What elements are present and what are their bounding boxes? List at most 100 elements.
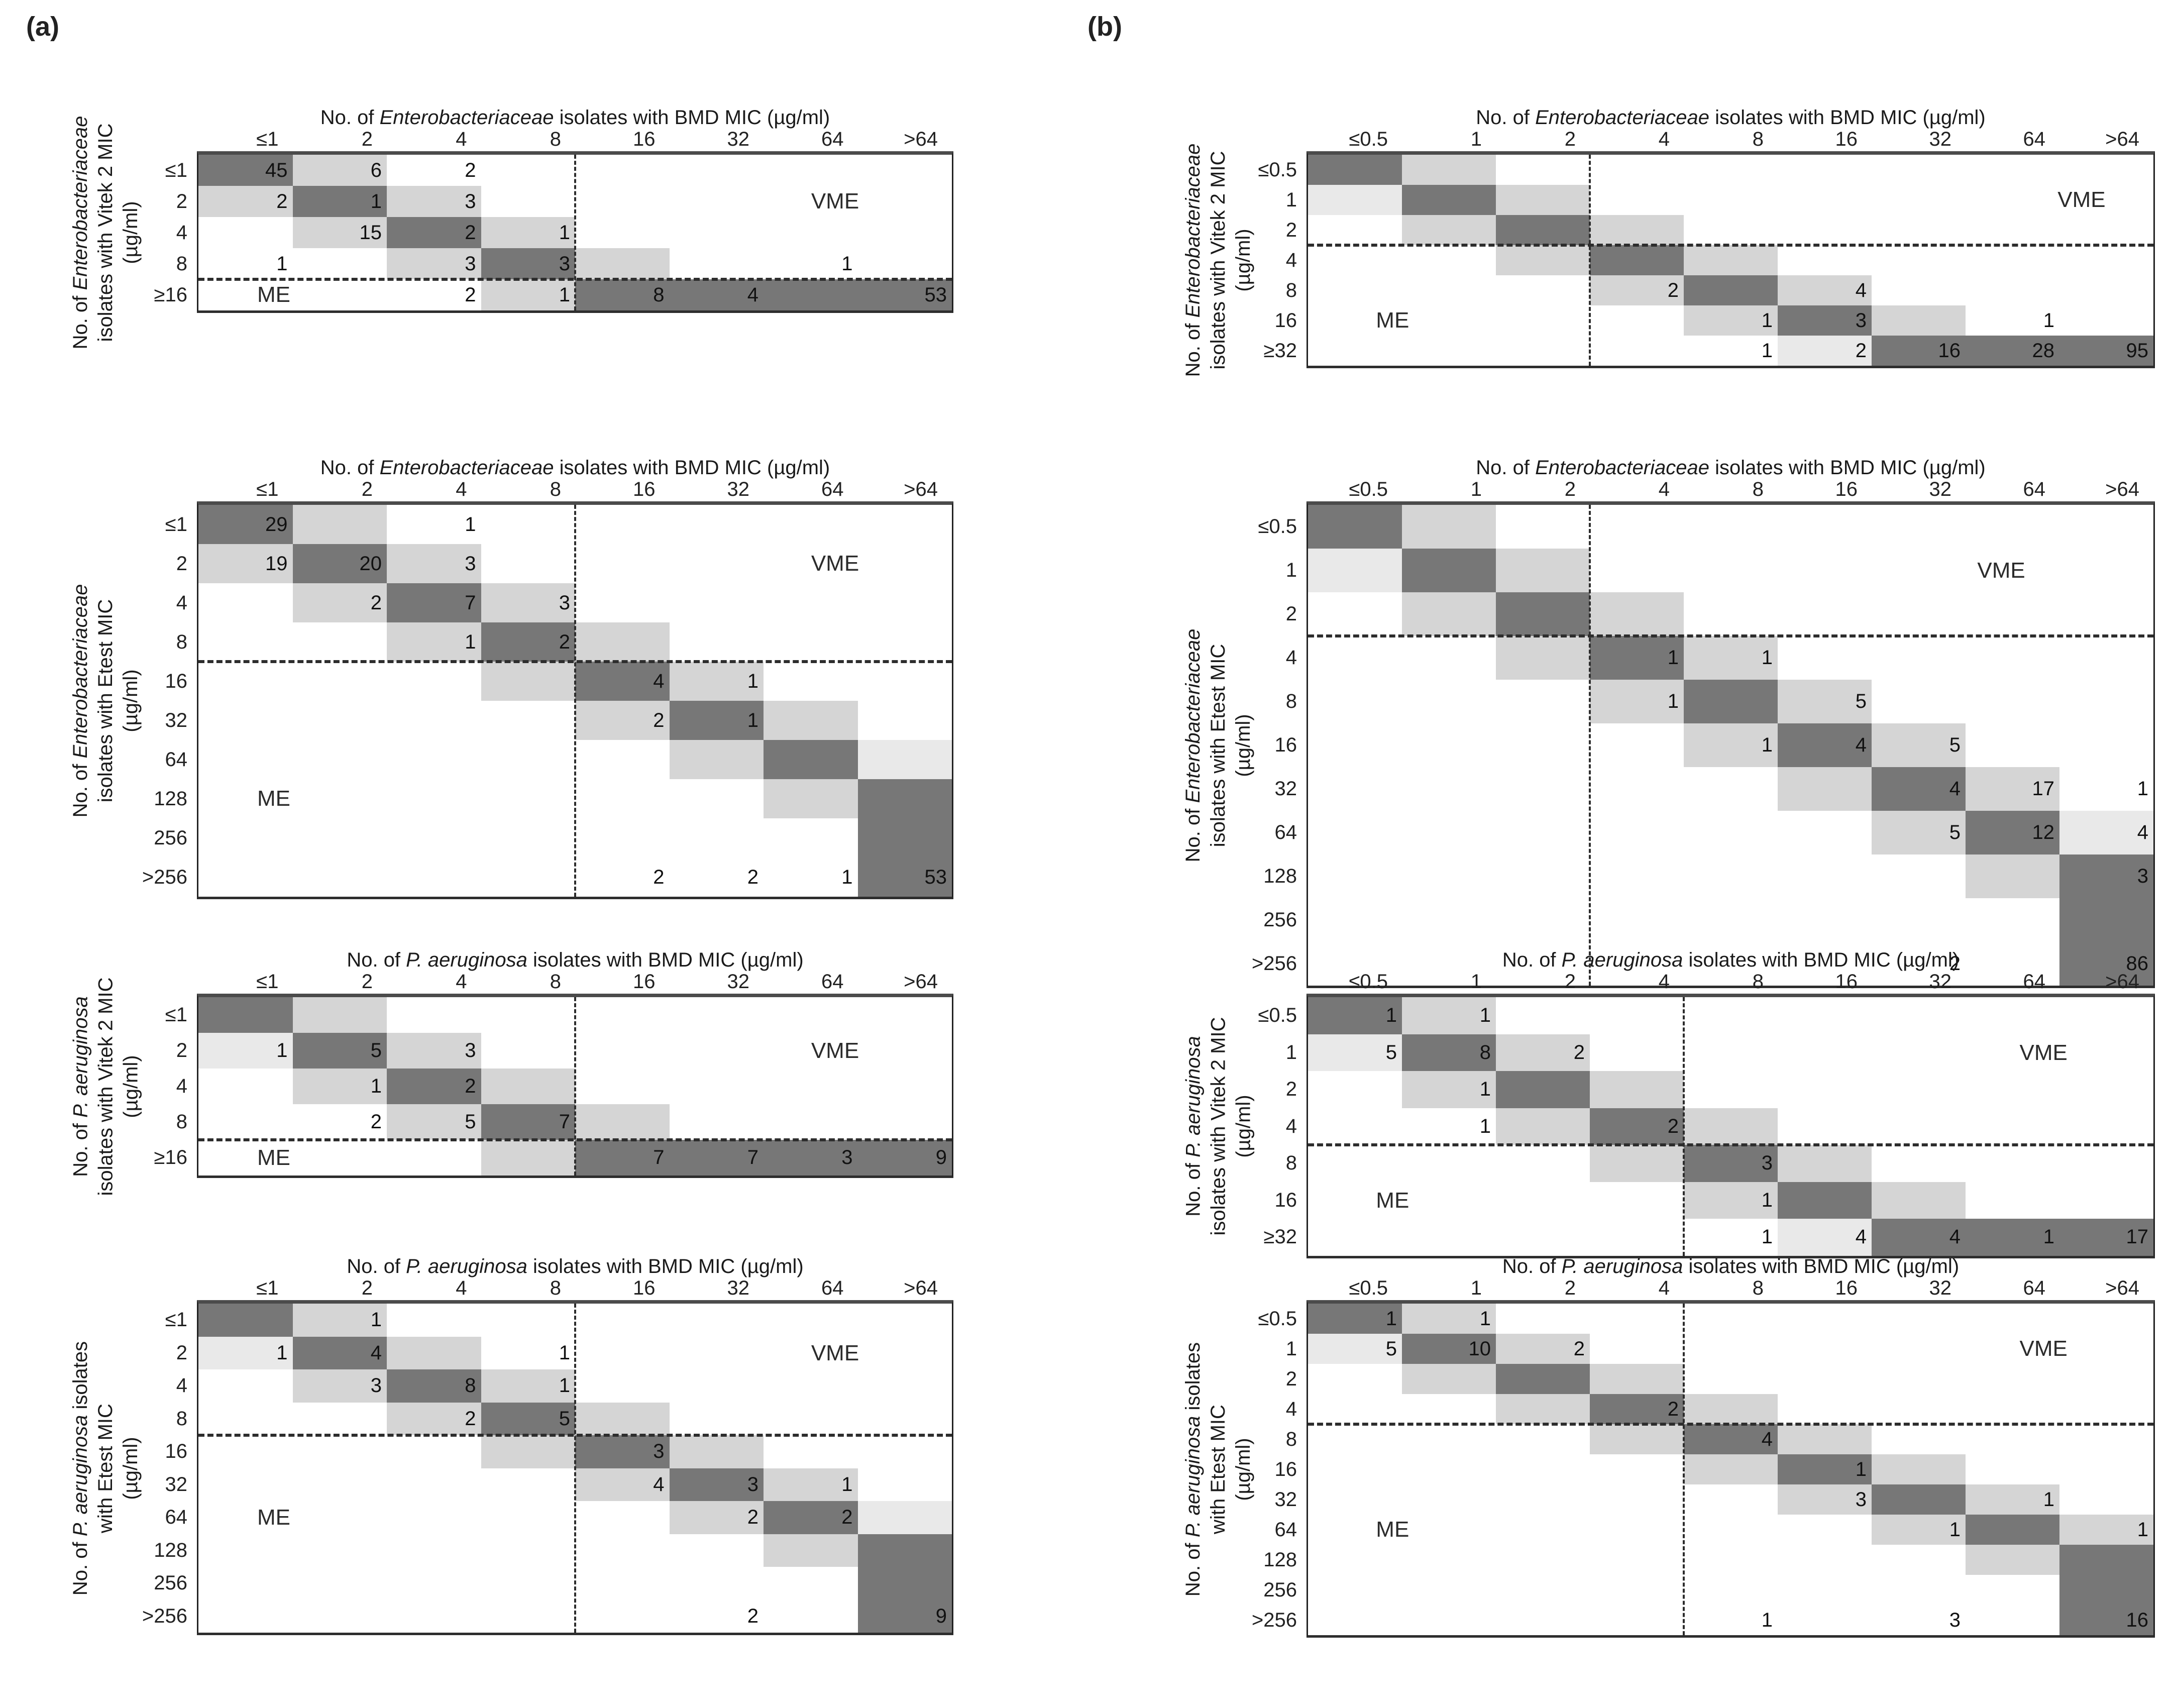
a2-cell-128-64: [764, 779, 858, 818]
b1-title: No. of Enterobacteriaceae isolates with …: [1308, 104, 2153, 131]
b2-col-label-64: 64: [2023, 478, 2046, 500]
b2-cell-16->64: [2059, 723, 2153, 767]
b3-col-label-1: 1: [1470, 971, 1482, 993]
b2-cell-value-16-32: 5: [1949, 734, 1961, 756]
b1-cell-8->64: [2059, 275, 2153, 305]
b3-cell-≥32-64: 1: [1966, 1219, 2059, 1256]
a3-cell-≥16->64: 9: [857, 1140, 952, 1176]
b2-ylabel-pre-0: No. of: [1182, 803, 1204, 862]
b1-cell-8-≤0.5: [1308, 275, 1402, 305]
a4-cell-256-≤1: [198, 1567, 293, 1600]
a4-cell-value-8-8: 5: [559, 1407, 570, 1430]
b2-cell-value-128->64: 3: [2137, 865, 2148, 887]
b3-cell-value-1-1: 8: [1479, 1041, 1491, 1063]
a2-row-label-4: 4: [176, 592, 187, 614]
b4-cell-4->64: [2059, 1394, 2153, 1424]
b4-cell-64-16: [1778, 1515, 1872, 1545]
b4-row-label-16: 16: [1274, 1458, 1297, 1480]
b2-cell-4->64: [2059, 636, 2153, 680]
a4-cell-16-≤1: [198, 1435, 293, 1468]
b2-cell-256->64: [2059, 898, 2153, 942]
b4-title-post: isolates with BMD MIC (µg/ml): [1683, 1255, 1960, 1277]
a3-cell-8-≤1: [198, 1104, 293, 1140]
b2-cell-value-4-4: 1: [1667, 647, 1679, 669]
a1-cell-≤1-2: 6: [292, 155, 387, 186]
b1-cell-value-≥32->64: 95: [2126, 340, 2149, 362]
b2-cell-value-32-32: 4: [1949, 778, 1961, 800]
b3-cell-2-16: [1778, 1071, 1872, 1108]
b1-cell-value-≥32-8: 1: [1761, 340, 1773, 362]
b2-cell-≤0.5->64: [2059, 505, 2153, 549]
a2-cell-≤1-64: [764, 505, 858, 544]
a3-cell-4-2: 1: [292, 1069, 387, 1104]
a2-cell-256->64: [857, 818, 952, 858]
a2-cell->256-32: 2: [670, 858, 764, 897]
b4-table: 1 1 5 10 2 2 4 1 3 1 1 1 1 3 16: [1307, 1300, 2155, 1638]
a3-cell-≤1->64: [858, 997, 952, 1033]
a4-cell-value-64-32: 2: [747, 1506, 758, 1528]
b3-col-label-8: 8: [1752, 971, 1764, 993]
b3-cell-4-32: [1872, 1108, 1966, 1145]
b2-cell-4-4: 1: [1590, 636, 1684, 680]
b1-col-label-≤0.5: ≤0.5: [1349, 128, 1388, 150]
b2-cell-4-64: [1966, 636, 2059, 680]
b2-col-label-4: 4: [1658, 478, 1670, 500]
a4-cell-value-≤1-2: 1: [370, 1309, 382, 1331]
b1-cell-16-16: 3: [1778, 305, 1872, 336]
a2-cell-value->256-32: 2: [747, 866, 758, 888]
b2-cell-16-1: [1402, 723, 1496, 767]
b4-cell-4-1: [1402, 1394, 1496, 1424]
b1-row-label-1: 1: [1285, 189, 1297, 211]
a2-cell-value-32-16: 2: [653, 709, 665, 731]
a4-cell-8-8: 5: [481, 1402, 575, 1435]
a2-cell-8-8: 2: [481, 622, 575, 662]
a3-cell-8-16: [575, 1104, 670, 1140]
b3-cell-2-2: [1496, 1071, 1590, 1108]
a2-cell-16->64: [858, 662, 952, 701]
b4-cell-128-2: [1496, 1545, 1590, 1575]
a1-cell-2-≤1: 2: [198, 186, 293, 217]
b1-me-label: ME: [1376, 308, 1409, 333]
a1-cell-4->64: [858, 217, 952, 248]
a1-col-label-2: 2: [361, 128, 373, 150]
b3-cell-≥32-4: [1590, 1219, 1684, 1256]
b4-cell-4-32: [1872, 1394, 1966, 1424]
a2-cell-64-4: [387, 740, 481, 779]
a2-cell-256-2: [293, 818, 387, 858]
b2-cell-16-≤0.5: [1308, 723, 1402, 767]
a2-cell-16-8: [481, 662, 575, 701]
a3-cell-8-8: 7: [481, 1104, 575, 1140]
a2-row-label-≤1: ≤1: [165, 513, 187, 536]
b1-cell-≤0.5-8: [1684, 155, 1778, 185]
a4-cell-64-16: [575, 1501, 670, 1534]
b4-cell-16-4: [1590, 1454, 1684, 1484]
b2-row-label-2: 2: [1285, 603, 1297, 625]
b3-cell-16-32: [1872, 1182, 1966, 1219]
b2-cell-32-64: 17: [1966, 767, 2059, 811]
b4-cell-1-2: 2: [1496, 1334, 1590, 1364]
b1-cell-8-4: 2: [1590, 275, 1684, 305]
b2-cell-64-32: 5: [1872, 811, 1966, 855]
b1-cell-value-16-16: 3: [1855, 309, 1867, 332]
a4-cell-≤1-4: [387, 1304, 481, 1337]
b3-cell-8-64: [1966, 1145, 2059, 1182]
a4-cell-value-2-8: 1: [559, 1341, 570, 1364]
b3-cell-≥32-8: 1: [1684, 1219, 1778, 1256]
b2-col-label->64: >64: [2105, 478, 2139, 500]
b4-cell-2-64: [1966, 1364, 2059, 1394]
a3-cell-4-8: [481, 1069, 575, 1104]
b4-title-pre: No. of: [1502, 1255, 1562, 1277]
b4-cell-≤0.5-16: [1778, 1304, 1872, 1334]
b4-cell-4-2: [1496, 1394, 1590, 1424]
a1-cell-value-≥16-4: 2: [465, 284, 476, 306]
b1-cell-≥32-2: [1496, 336, 1590, 366]
a2-cell-value-4-4: 7: [465, 592, 476, 614]
b1-title-post: isolates with BMD MIC (µg/ml): [1709, 106, 1986, 129]
a3-cell-4-32: [670, 1069, 764, 1104]
b3-cell-16-64: [1966, 1182, 2059, 1219]
b2-cell-32-4: [1590, 767, 1684, 811]
a4-cell->256-32: 2: [670, 1600, 764, 1633]
b4-row-label-2: 2: [1285, 1368, 1297, 1390]
b4-cell-32->64: [2059, 1484, 2153, 1515]
b2-row-label-32: 32: [1274, 778, 1297, 800]
